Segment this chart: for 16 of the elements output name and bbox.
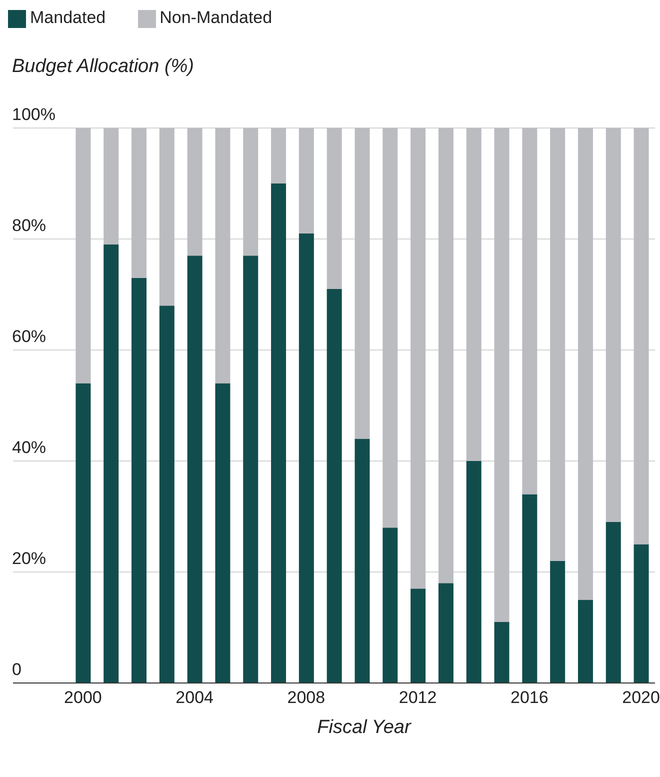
y-tick-label: 40% — [12, 438, 46, 457]
y-tick-label: 0 — [12, 660, 22, 679]
y-tick-label: 60% — [12, 327, 46, 346]
x-tick-label: 2016 — [510, 688, 548, 708]
y-tick-label: 20% — [12, 549, 46, 568]
x-tick-label: 2004 — [176, 688, 214, 708]
legend-label: Non-Mandated — [160, 8, 272, 27]
x-tick-label: 2000 — [64, 688, 102, 708]
x-tick-label: 2012 — [398, 688, 437, 708]
y-tick-label: 80% — [12, 216, 46, 235]
x-tick-label: 2020 — [622, 688, 660, 708]
x-tick-label: 2008 — [287, 688, 326, 708]
y-tick-label: 100% — [12, 105, 56, 124]
x-axis-title: Fiscal Year — [316, 717, 412, 739]
y-axis-title: Budget Allocation (%) — [12, 56, 194, 78]
legend-label: Mandated — [30, 8, 106, 27]
